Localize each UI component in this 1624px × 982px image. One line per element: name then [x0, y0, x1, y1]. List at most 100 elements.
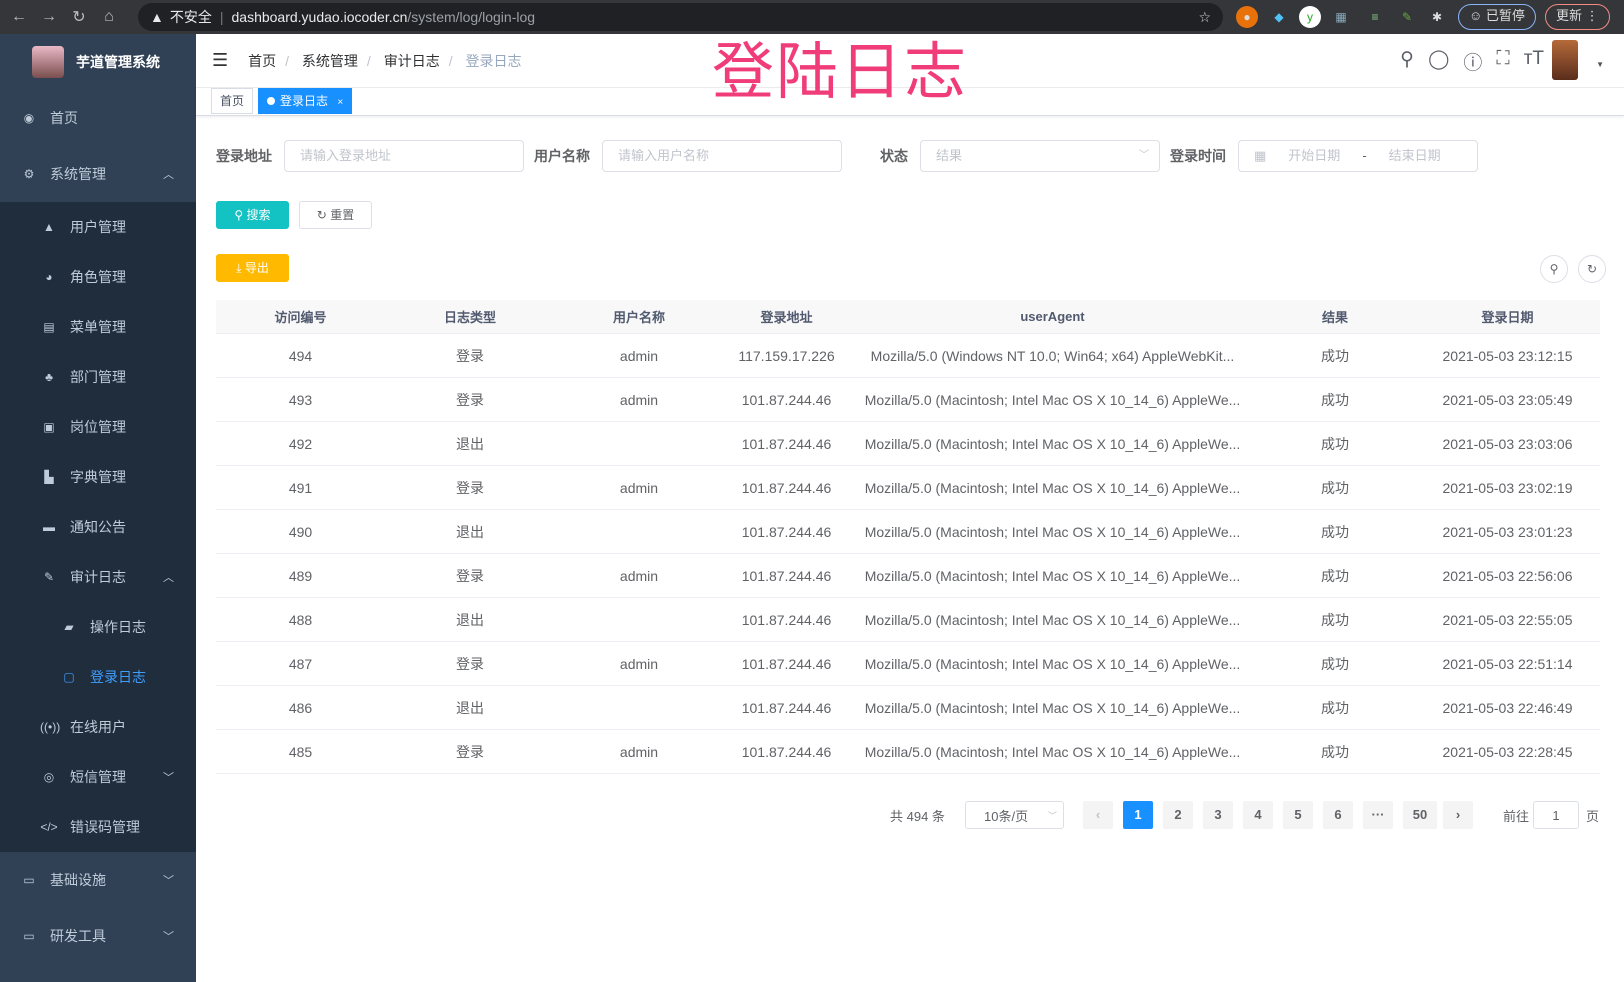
update-button[interactable]: 更新 ⋮: [1545, 4, 1610, 30]
reset-button[interactable]: ↻ 重置: [299, 201, 372, 229]
status-select[interactable]: 结果 ﹀: [920, 140, 1160, 172]
caret-down-icon[interactable]: ▼: [1596, 60, 1604, 69]
table-cell: 2021-05-03 23:12:15: [1442, 347, 1573, 364]
monitor-icon: ▭: [23, 873, 35, 887]
table-cell: 101.87.244.46: [741, 435, 832, 452]
next-page-button[interactable]: ›: [1443, 801, 1473, 829]
sidebar-item-infra[interactable]: ▭ 基础设施 ﹀: [0, 852, 196, 908]
warning-icon: ▲: [150, 9, 164, 25]
page-button[interactable]: ···: [1363, 801, 1393, 829]
bookmark-star-icon[interactable]: ☆: [1198, 8, 1211, 25]
table-cell: 101.87.244.46: [741, 523, 832, 540]
logo-image: [32, 46, 64, 78]
sidebar-item-notice[interactable]: ▬ 通知公告: [0, 502, 196, 552]
breadcrumb-item[interactable]: 审计日志: [383, 52, 440, 69]
avatar[interactable]: [1552, 40, 1578, 80]
table-row: 487 登录 admin 101.87.244.46 Mozilla/5.0 (Maci…: [216, 642, 1600, 686]
logininfor-icon: ▢: [63, 670, 75, 684]
extension-icon[interactable]: y: [1299, 6, 1321, 28]
table-cell: 491: [288, 479, 313, 496]
table-cell: Mozilla/5.0 (Macintosh; Intel Mac OS X 1…: [864, 567, 1241, 584]
prev-page-button[interactable]: ‹: [1083, 801, 1113, 829]
sidebar-item-tool[interactable]: ▭ 研发工具 ﹀: [0, 908, 196, 964]
sidebar-item-menu[interactable]: ▤ 菜单管理: [0, 302, 196, 352]
goto-page-input[interactable]: 1: [1533, 801, 1579, 829]
table-cell: 成功: [1321, 479, 1349, 496]
font-size-icon[interactable]: тT: [1523, 48, 1544, 69]
toggle-search-button[interactable]: ⚲: [1540, 255, 1568, 283]
gear-icon: ⚙: [23, 167, 35, 181]
puzzle-icon[interactable]: ✱: [1431, 10, 1443, 24]
tree-icon: ♣: [45, 370, 53, 384]
table-cell: 101.87.244.46: [741, 567, 832, 584]
table-cell: 2021-05-03 22:55:05: [1442, 611, 1573, 628]
table-cell: 101.87.244.46: [741, 611, 832, 628]
sidebar: 芋道管理系统 ◉ 首页 ⚙ 系统管理 ︿ ▲ 用户管理 ◕ 角色管理 ▤ 菜单管理 ♣ 部门管…: [0, 34, 196, 982]
app-title: 芋道管理系统: [76, 54, 160, 70]
extension-icon[interactable]: ≡: [1371, 10, 1379, 24]
extension-icon[interactable]: ▦: [1335, 10, 1347, 24]
page-button[interactable]: 2: [1163, 801, 1193, 829]
fullscreen-icon[interactable]: ⛶: [1496, 48, 1510, 69]
page-button[interactable]: 1: [1123, 801, 1153, 829]
tag-home[interactable]: 首页: [211, 88, 254, 114]
username-input[interactable]: 请输入用户名称: [602, 140, 842, 172]
profile-button[interactable]: ☺ 已暂停: [1458, 4, 1536, 30]
login-log-table: 访问编号 日志类型 用户名称 登录地址 userAgent 结果 登录日期 494 登录 adm…: [216, 300, 1600, 774]
address-bar[interactable]: ▲ 不安全 | dashboard.yudao.iocoder.cn/syste…: [138, 3, 1223, 31]
breadcrumb-item[interactable]: 系统管理: [301, 52, 358, 69]
page-button[interactable]: 50: [1403, 801, 1437, 829]
address-input[interactable]: 请输入登录地址: [284, 140, 524, 172]
page-button[interactable]: 4: [1243, 801, 1273, 829]
reload-icon[interactable]: ↻: [72, 9, 86, 26]
forward-icon[interactable]: →: [41, 8, 57, 25]
sidebar-item-system[interactable]: ⚙ 系统管理 ︿: [0, 146, 196, 202]
github-icon[interactable]: ◯: [1428, 49, 1450, 70]
sidebar-item-post[interactable]: ▣ 岗位管理: [0, 402, 196, 452]
chevron-up-icon: ︿: [163, 169, 174, 181]
table-row: 490 退出 101.87.244.46 Mozilla/5.0 (Macintosh…: [216, 510, 1600, 554]
chevron-up-icon: ︿: [163, 572, 174, 584]
hamburger-icon[interactable]: ☰: [212, 50, 229, 70]
extension-icon[interactable]: ✎: [1401, 10, 1413, 24]
sidebar-item-home[interactable]: ◉ 首页: [0, 90, 196, 146]
help-icon[interactable]: ⓘ: [1463, 53, 1483, 74]
page-button[interactable]: 3: [1203, 801, 1233, 829]
sidebar-item-online[interactable]: ((•)) 在线用户: [40, 719, 126, 735]
table-cell: 成功: [1321, 523, 1349, 540]
sidebar-item-errorcode[interactable]: </> 错误码管理: [40, 819, 140, 835]
tag-login-log[interactable]: 登录日志 ×: [258, 88, 353, 114]
page-button[interactable]: 6: [1323, 801, 1353, 829]
extension-icon[interactable]: ●: [1236, 6, 1258, 28]
sidebar-item-operate-log[interactable]: ▰ 操作日志: [0, 602, 196, 652]
home-icon[interactable]: ⌂: [104, 8, 114, 25]
page-size-select[interactable]: 10条/页 ﹀: [965, 801, 1064, 829]
extension-icon[interactable]: ◆: [1274, 10, 1284, 24]
search-icon[interactable]: ⚲: [1400, 49, 1415, 70]
code-icon: </>: [40, 820, 58, 834]
table-cell: Mozilla/5.0 (Macintosh; Intel Mac OS X 1…: [864, 479, 1241, 496]
chevron-down-icon: ﹀: [163, 931, 174, 943]
close-icon[interactable]: ×: [337, 97, 344, 108]
sidebar-item-sms[interactable]: ◎ 短信管理 ﹀: [0, 752, 196, 802]
page-button[interactable]: 5: [1283, 801, 1313, 829]
sidebar-item-dict[interactable]: ▙ 字典管理: [0, 452, 196, 502]
sidebar-item-user[interactable]: ▲ 用户管理: [0, 202, 196, 252]
back-icon[interactable]: ←: [11, 8, 27, 25]
refresh-button[interactable]: ↻: [1578, 255, 1606, 283]
logo[interactable]: 芋道管理系统: [0, 34, 196, 90]
export-button[interactable]: ⤓ 导出: [216, 254, 289, 282]
dict-icon: ▙: [44, 470, 54, 484]
search-button[interactable]: ⚲ 搜索: [216, 201, 289, 229]
table-row: 491 登录 admin 101.87.244.46 Mozilla/5.0 (Maci…: [216, 466, 1600, 510]
sidebar-item-audit[interactable]: ✎ 审计日志 ︿: [0, 552, 196, 602]
breadcrumb-item[interactable]: 首页: [248, 52, 277, 69]
sidebar-item-role[interactable]: ◕ 角色管理: [0, 252, 196, 302]
sidebar-item-dept[interactable]: ♣ 部门管理: [0, 352, 196, 402]
chevron-down-icon: ﹀: [163, 772, 174, 784]
table-cell: 117.159.17.226: [738, 347, 835, 364]
table-cell: 登录: [456, 567, 484, 584]
date-range-picker[interactable]: ▦ 开始日期 - 结束日期: [1238, 140, 1478, 172]
sidebar-item-login-log[interactable]: ▢ 登录日志: [0, 652, 196, 702]
table-cell: 2021-05-03 22:46:49: [1442, 699, 1573, 716]
